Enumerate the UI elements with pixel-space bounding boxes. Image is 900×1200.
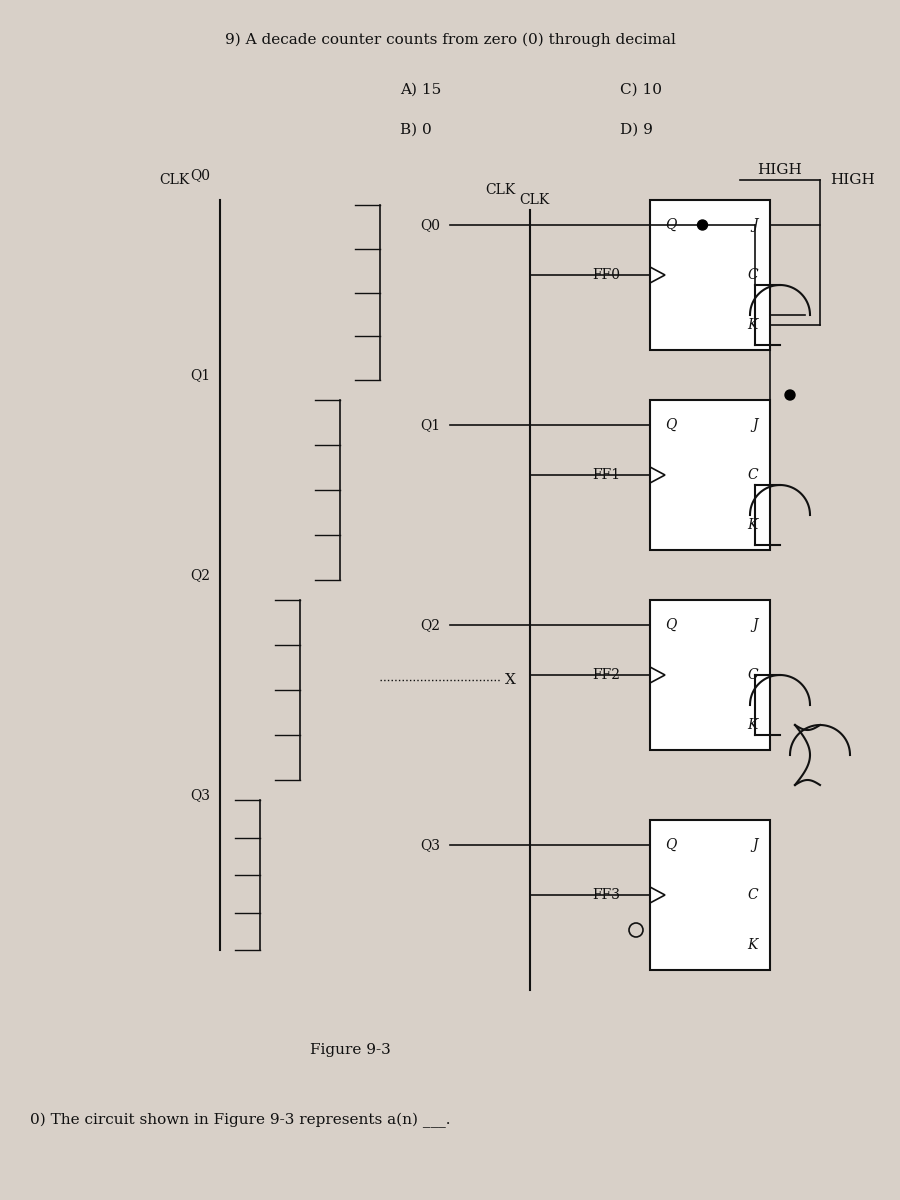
Text: C: C (747, 888, 758, 902)
Text: Q0: Q0 (420, 218, 440, 232)
Text: Q: Q (665, 618, 677, 632)
Text: 0) The circuit shown in Figure 9-3 represents a(n) ___.: 0) The circuit shown in Figure 9-3 repre… (30, 1112, 451, 1128)
Text: K: K (748, 938, 758, 952)
Text: J: J (752, 838, 758, 852)
FancyBboxPatch shape (650, 200, 770, 350)
Text: Q1: Q1 (190, 368, 210, 382)
Text: Q: Q (665, 838, 677, 852)
Text: FF3: FF3 (592, 888, 620, 902)
Text: X: X (505, 673, 516, 686)
Text: CLK: CLK (485, 182, 515, 197)
Text: J: J (752, 418, 758, 432)
Circle shape (785, 390, 795, 400)
Text: C: C (747, 268, 758, 282)
Text: A) 15: A) 15 (400, 83, 441, 97)
Text: Q3: Q3 (420, 838, 440, 852)
Text: K: K (748, 718, 758, 732)
Text: D) 9: D) 9 (620, 122, 652, 137)
Text: Q3: Q3 (190, 788, 210, 802)
Text: CLK: CLK (160, 173, 190, 187)
Text: C: C (747, 668, 758, 682)
Text: Q1: Q1 (420, 418, 440, 432)
Text: FF0: FF0 (592, 268, 620, 282)
Text: K: K (748, 518, 758, 532)
Text: FF1: FF1 (592, 468, 620, 482)
Text: HIGH: HIGH (758, 163, 803, 176)
Text: Q2: Q2 (420, 618, 440, 632)
Circle shape (698, 220, 707, 230)
Text: C: C (747, 468, 758, 482)
Text: C) 10: C) 10 (620, 83, 662, 97)
FancyBboxPatch shape (650, 600, 770, 750)
Text: K: K (748, 318, 758, 332)
Text: Q2: Q2 (190, 568, 210, 582)
Text: CLK: CLK (520, 193, 550, 206)
Text: B) 0: B) 0 (400, 122, 432, 137)
Text: J: J (752, 618, 758, 632)
FancyBboxPatch shape (650, 820, 770, 970)
Text: J: J (752, 218, 758, 232)
FancyBboxPatch shape (650, 400, 770, 550)
Text: HIGH: HIGH (830, 173, 875, 187)
Text: FF2: FF2 (592, 668, 620, 682)
Text: Q0: Q0 (190, 168, 210, 182)
Text: Q: Q (665, 418, 677, 432)
Text: Figure 9-3: Figure 9-3 (310, 1043, 391, 1057)
Text: 9) A decade counter counts from zero (0) through decimal: 9) A decade counter counts from zero (0)… (225, 32, 675, 47)
Text: Q: Q (665, 218, 677, 232)
